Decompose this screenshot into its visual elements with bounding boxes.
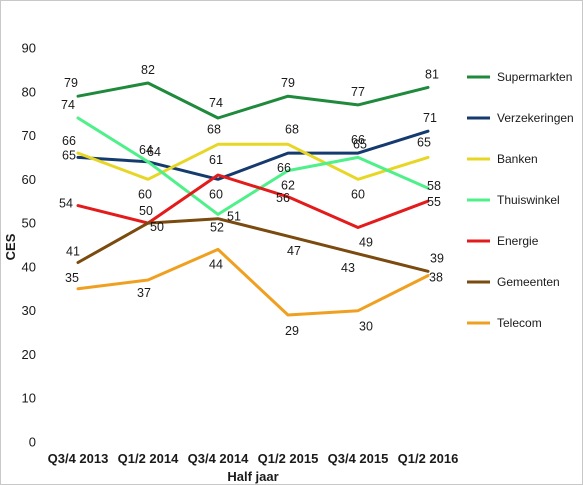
data-label: 66 (277, 161, 291, 175)
data-label: 30 (359, 320, 373, 334)
x-tick-label: Q1/2 2014 (118, 451, 179, 466)
y-tick-label: 70 (22, 128, 36, 143)
data-label: 66 (62, 134, 76, 148)
legend-label: Telecom (497, 316, 542, 330)
y-tick-label: 30 (22, 303, 36, 318)
legend-label: Verzekeringen (497, 111, 574, 125)
data-label: 79 (281, 76, 295, 90)
x-tick-label: Q3/4 2013 (48, 451, 109, 466)
data-label: 38 (429, 271, 443, 285)
data-label: 65 (417, 135, 431, 149)
series-line-gemeenten (76, 217, 430, 273)
series-line-thuiswinkel (76, 116, 430, 216)
legend-label: Energie (497, 234, 539, 248)
y-tick-label: 20 (22, 347, 36, 362)
data-label: 56 (276, 191, 290, 205)
y-tick-label: 40 (22, 259, 36, 274)
y-tick-label: 10 (22, 391, 36, 406)
series-lines (76, 81, 430, 317)
data-label: 68 (207, 122, 221, 136)
legend-label: Thuiswinkel (497, 193, 560, 207)
data-label: 74 (209, 96, 223, 110)
data-label: 79 (64, 76, 78, 90)
data-label: 60 (209, 187, 223, 201)
data-label: 81 (425, 67, 439, 81)
y-tick-label: 50 (22, 216, 36, 231)
data-label: 66 (351, 133, 365, 147)
y-tick-label: 80 (22, 84, 36, 99)
data-labels: 79 82 74 79 77 81 65 64 60 66 66 71 66 60 68 68 60 65 74 64… (59, 63, 444, 338)
data-label: 60 (138, 187, 152, 201)
data-label: 49 (359, 235, 373, 249)
x-tick-label: Q3/4 2015 (328, 451, 389, 466)
data-label: 39 (430, 251, 444, 265)
data-label: 52 (210, 220, 224, 234)
data-label: 58 (427, 179, 441, 193)
x-axis-ticks: Q3/4 2013 Q1/2 2014 Q3/4 2014 Q1/2 2015 Q3/4… (48, 451, 459, 466)
data-label: 62 (281, 179, 295, 193)
x-tick-label: Q1/2 2016 (398, 451, 459, 466)
data-label: 65 (62, 148, 76, 162)
data-label: 37 (137, 286, 151, 300)
data-label: 43 (341, 261, 355, 275)
data-label: 71 (423, 111, 437, 125)
data-label: 64 (139, 143, 153, 157)
data-label: 68 (285, 122, 299, 136)
data-label: 35 (65, 271, 79, 285)
data-label: 64 (147, 145, 161, 159)
legend: Supermarkten Verzekeringen Banken Thuiswink… (467, 70, 574, 330)
data-label: 29 (285, 324, 299, 338)
data-label: 77 (351, 85, 365, 99)
data-label: 41 (66, 245, 80, 259)
data-label: 54 (59, 197, 73, 211)
data-label: 50 (150, 220, 164, 234)
data-label: 47 (287, 244, 301, 258)
y-tick-label: 0 (29, 435, 36, 450)
series-line-energie (76, 173, 430, 229)
series-line-telecom (76, 247, 430, 317)
x-axis-title: Half jaar (227, 469, 278, 484)
data-label: 82 (141, 63, 155, 77)
series-line-supermarkten (76, 81, 430, 120)
y-tick-label: 90 (22, 41, 36, 56)
series-line-banken (76, 142, 430, 181)
y-tick-label: 60 (22, 172, 36, 187)
series-line-verzekeringen (76, 129, 430, 181)
data-label: 50 (139, 204, 153, 218)
data-label: 44 (209, 257, 223, 271)
data-label: 51 (227, 210, 241, 224)
data-label: 61 (209, 153, 223, 167)
legend-label: Supermarkten (497, 70, 572, 84)
y-axis-ticks: 0 10 20 30 40 50 60 70 80 90 (22, 41, 36, 450)
data-label: 65 (353, 137, 367, 151)
x-tick-label: Q1/2 2015 (258, 451, 319, 466)
legend-label: Gemeenten (497, 275, 560, 289)
data-label: 55 (427, 195, 441, 209)
data-label: 60 (351, 187, 365, 201)
legend-label: Banken (497, 152, 538, 166)
x-tick-label: Q3/4 2014 (188, 451, 249, 466)
data-label: 74 (61, 98, 75, 112)
y-axis-title: CES (3, 233, 18, 260)
